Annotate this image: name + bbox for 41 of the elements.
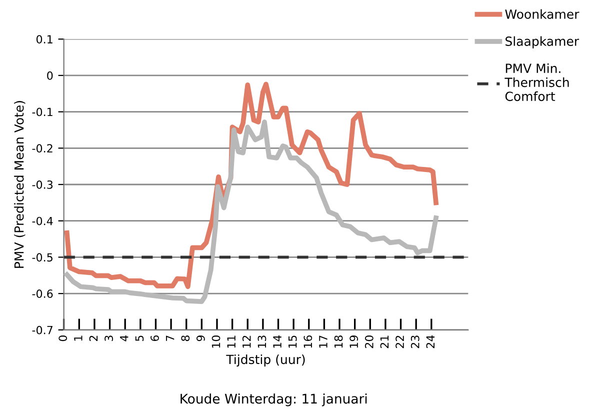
x-tick-label: 1	[74, 336, 82, 341]
y-tick-label: -0.3	[32, 180, 53, 189]
x-tick-label: 8	[181, 336, 190, 342]
x-tick-label: 18	[334, 336, 343, 348]
x-tick-label: 20	[364, 335, 374, 348]
x-tick-label: 14	[273, 335, 282, 348]
x-tick-label: 3	[104, 336, 114, 341]
x-tick-label: 16	[304, 335, 312, 348]
x-tick-label: 13	[258, 336, 266, 348]
x-tick-label: 10	[212, 335, 220, 348]
y-tick-label: 0.1	[36, 35, 52, 44]
y-axis-title: PMV (Predicted Mean Vote)	[14, 101, 26, 268]
x-tick-label: 2	[89, 336, 98, 342]
legend-label: Slaapkamer	[506, 36, 580, 48]
x-tick-label: 15	[288, 336, 297, 348]
x-tick-label: 4	[120, 335, 128, 342]
legend-label: Woonkamer	[505, 9, 580, 19]
y-tick-label: -0.6	[32, 290, 53, 298]
x-tick-label: 24	[426, 335, 434, 348]
y-tick-label: 0	[47, 71, 53, 80]
x-tick-label: 17	[319, 336, 328, 348]
x-tick-label: 23	[410, 336, 420, 348]
x-axis-title: Tijdstip (uur)	[226, 354, 305, 367]
y-tick-label: -0.1	[32, 108, 52, 116]
legend-label: PMV Min. Thermisch Comfort	[504, 63, 569, 102]
x-tick-label: 19	[350, 336, 358, 348]
x-tick-label: 11	[227, 336, 236, 348]
y-tick-label: -0.2	[32, 144, 52, 153]
x-tick-label: 7	[166, 336, 174, 341]
x-tick-label: 6	[150, 335, 159, 342]
x-tick-label: 12	[242, 336, 251, 348]
text: Koude Winterdag: 11 januari	[180, 393, 367, 406]
y-tick-label: -0.4	[32, 216, 53, 226]
x-tick-label: 0	[58, 335, 68, 342]
x-tick-label: 22	[396, 336, 404, 348]
x-tick-label: 21	[380, 336, 389, 348]
x-tick-label: 5	[135, 336, 144, 341]
y-tick-label: -0.5	[32, 253, 52, 262]
y-tick-label: -0.7	[32, 326, 52, 334]
x-tick-label: 9	[196, 336, 205, 342]
line-series	[64, 120, 438, 304]
